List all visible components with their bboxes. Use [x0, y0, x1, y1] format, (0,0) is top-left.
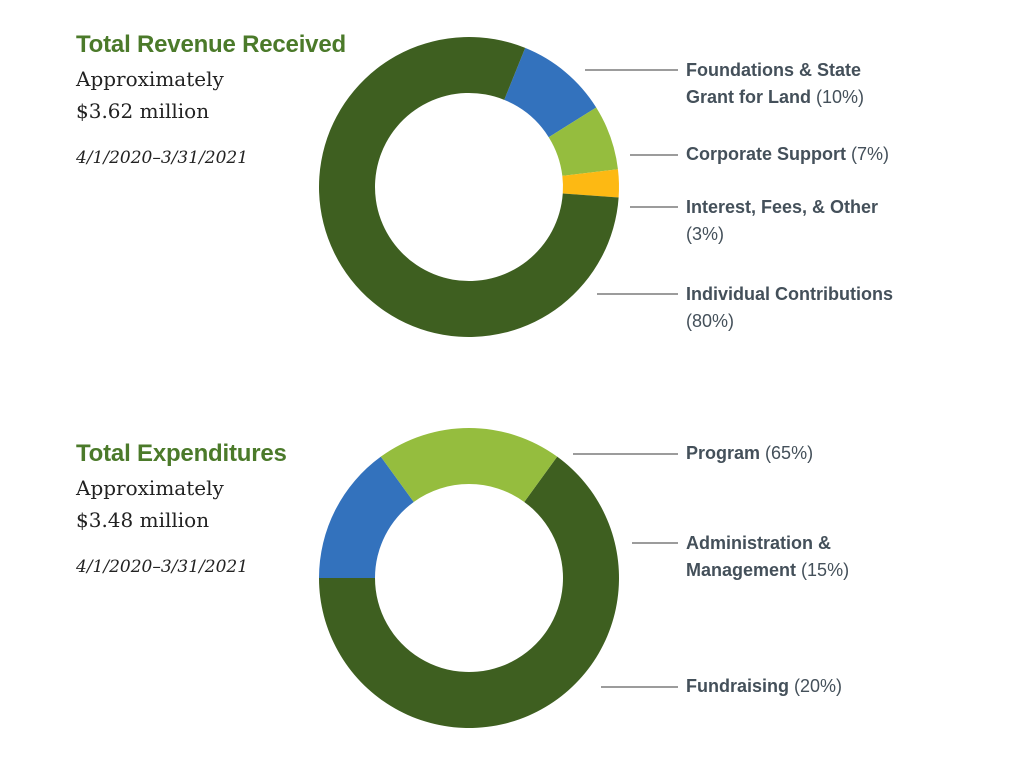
expenditures-period: 4/1/2020–3/31/2021 — [76, 557, 249, 577]
revenue-subtitle-line-1: Approximately — [76, 67, 224, 91]
expenditures-amount: $3.48 million — [76, 508, 210, 532]
expenditures-label-administration-line-1: Administration & — [686, 533, 832, 553]
expenditures-label-program: Program (65%) — [686, 440, 813, 467]
revenue-slice-corporate-support — [548, 107, 618, 176]
expenditures-donut-chart — [319, 428, 678, 728]
revenue-label-corporate: Corporate Support (7%) — [686, 141, 889, 168]
revenue-label-foundations-pct: (10%) — [816, 87, 865, 107]
revenue-label-corporate-name: Corporate Support — [686, 144, 846, 164]
expenditures-label-administration-pct: (15%) — [801, 560, 850, 580]
revenue-label-individual: Individual Contributions (80%) — [686, 281, 893, 335]
expenditures-slice-fundraising — [380, 428, 558, 502]
revenue-slice-foundations-and-state-grant-for-land — [504, 47, 597, 138]
expenditures-slices — [319, 428, 620, 728]
revenue-donut-chart — [319, 36, 678, 337]
expenditures-title: Total Expenditures — [76, 440, 287, 467]
revenue-label-foundations-line-1: Foundations & State — [686, 60, 861, 80]
expenditures-label-program-name: Program — [686, 443, 761, 463]
expenditures-panel: Total Expenditures Approximately $3.48 m… — [0, 410, 1029, 758]
revenue-label-individual-pct: (80%) — [686, 311, 735, 331]
revenue-label-corporate-pct: (7%) — [851, 144, 890, 164]
revenue-amount: $3.62 million — [76, 99, 210, 123]
revenue-slice-individual-contributions — [319, 36, 619, 337]
revenue-title: Total Revenue Received — [76, 31, 346, 58]
revenue-subtitle: Approximately $3.62 million — [76, 63, 224, 127]
expenditures-label-fundraising-pct: (20%) — [794, 676, 843, 696]
expenditures-slice-program — [319, 456, 620, 728]
expenditures-label-fundraising: Fundraising (20%) — [686, 673, 842, 700]
revenue-label-foundations-line-2: Grant for Land — [686, 87, 811, 107]
expenditures-label-administration: Administration & Management (15%) — [686, 530, 849, 584]
revenue-period: 4/1/2020–3/31/2021 — [76, 148, 249, 168]
expenditures-label-fundraising-name: Fundraising — [686, 676, 789, 696]
revenue-panel: Total Revenue Received Approximately $3.… — [76, 31, 893, 337]
revenue-slices — [319, 36, 619, 337]
revenue-label-interest-pct: (3%) — [686, 224, 725, 244]
revenue-slice-interest-fees-and-other — [562, 169, 619, 198]
revenue-label-interest-name: Interest, Fees, & Other — [686, 197, 879, 217]
revenue-label-interest: Interest, Fees, & Other (3%) — [686, 194, 878, 248]
revenue-label-foundations: Foundations & State Grant for Land (10%) — [686, 57, 864, 111]
expenditures-subtitle: Approximately $3.48 million — [76, 472, 224, 536]
expenditures-label-program-pct: (65%) — [765, 443, 814, 463]
expenditures-slice-administration-and-management — [319, 456, 414, 578]
expenditures-label-administration-line-2: Management — [686, 560, 797, 580]
expenditures-subtitle-line-1: Approximately — [76, 476, 224, 500]
revenue-label-individual-name: Individual Contributions — [686, 284, 893, 304]
